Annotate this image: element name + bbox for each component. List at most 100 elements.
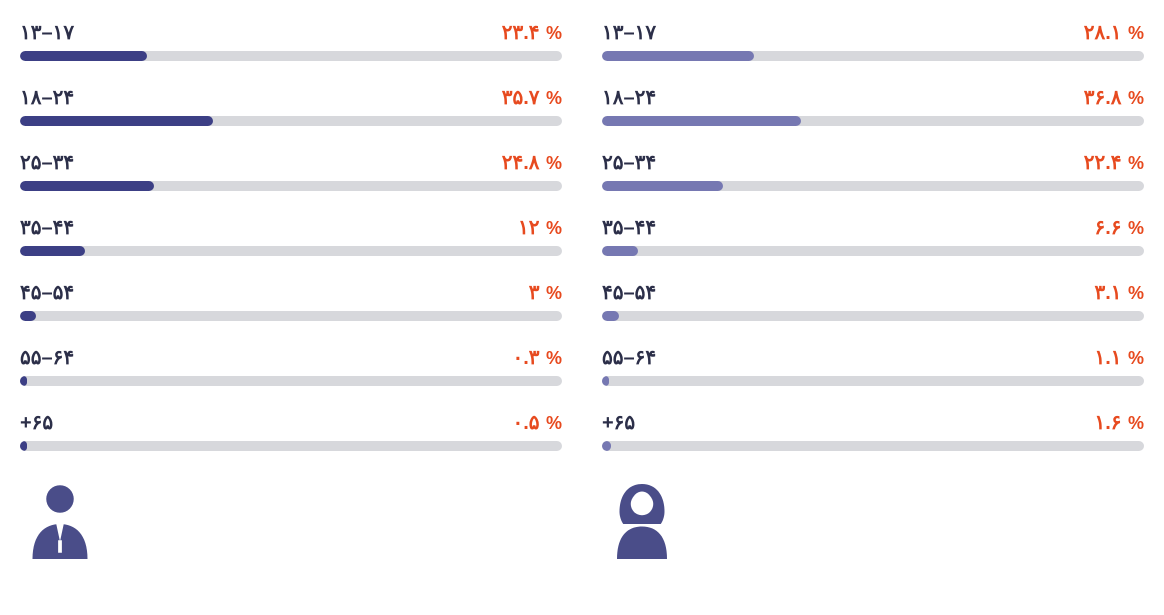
- pct-value: ۲۴.۸: [502, 152, 540, 174]
- pct-wrap: ۰.۵ %: [512, 410, 562, 435]
- age-label: ۵۵–۶۴: [602, 345, 656, 370]
- bar-track: [20, 311, 562, 321]
- pct-wrap: ۲۳.۴ %: [502, 20, 562, 45]
- bar-row: ۱۳–۱۷ ۲۳.۴ %: [20, 20, 562, 61]
- pct-wrap: ۳۵.۷ %: [502, 85, 562, 110]
- bar-fill: [602, 311, 619, 321]
- bar-fill: [20, 181, 154, 191]
- pct-wrap: ۶.۶ %: [1094, 215, 1144, 240]
- age-label: ۲۵–۳۴: [20, 150, 74, 175]
- pct-value: ۱.۶: [1094, 412, 1121, 434]
- pct-value: ۲۸.۱: [1084, 22, 1122, 44]
- bar-fill: [20, 376, 27, 386]
- age-label: ۵۵–۶۴: [20, 345, 74, 370]
- bar-fill: [20, 116, 213, 126]
- pct-wrap: ۳.۱ %: [1094, 280, 1144, 305]
- pct-suffix: %: [1128, 413, 1144, 433]
- pct-value: ۳.۱: [1094, 282, 1121, 304]
- bar-track: [20, 441, 562, 451]
- pct-wrap: ۰.۳ %: [512, 345, 562, 370]
- bar-track: [602, 181, 1144, 191]
- age-label: ۱۸–۲۴: [20, 85, 74, 110]
- bar-fill: [20, 51, 147, 61]
- pct-suffix: %: [546, 413, 562, 433]
- bar-track: [602, 51, 1144, 61]
- column-male: ۱۳–۱۷ ۲۳.۴ % ۱۸–۲۴ ۳۵.۷ %: [20, 20, 562, 564]
- age-label: +۶۵: [602, 410, 635, 435]
- bar-track: [602, 246, 1144, 256]
- pct-value: ۳۶.۸: [1084, 87, 1122, 109]
- pct-suffix: %: [1128, 88, 1144, 108]
- bar-track: [20, 181, 562, 191]
- bar-track: [602, 441, 1144, 451]
- pct-wrap: ۲۸.۱ %: [1084, 20, 1144, 45]
- bar-fill: [602, 441, 611, 451]
- woman-icon: [602, 479, 1144, 564]
- bar-row: ۱۳–۱۷ ۲۸.۱ %: [602, 20, 1144, 61]
- pct-suffix: %: [546, 88, 562, 108]
- age-label: ۲۵–۳۴: [602, 150, 656, 175]
- bar-track: [20, 376, 562, 386]
- bar-track: [602, 311, 1144, 321]
- bar-row: ۱۸–۲۴ ۳۶.۸ %: [602, 85, 1144, 126]
- bar-fill: [602, 246, 638, 256]
- pct-value: ۲۲.۴: [1084, 152, 1122, 174]
- bar-row: ۱۸–۲۴ ۳۵.۷ %: [20, 85, 562, 126]
- pct-value: ۰.۵: [512, 412, 539, 434]
- age-label: ۳۵–۴۴: [20, 215, 74, 240]
- bar-row: ۵۵–۶۴ ۱.۱ %: [602, 345, 1144, 386]
- pct-value: ۰.۳: [512, 347, 539, 369]
- column-female: ۱۳–۱۷ ۲۸.۱ % ۱۸–۲۴ ۳۶.۸ %: [602, 20, 1144, 564]
- bar-row: ۳۵–۴۴ ۶.۶ %: [602, 215, 1144, 256]
- bar-fill: [602, 51, 754, 61]
- pct-suffix: %: [546, 153, 562, 173]
- bar-track: [602, 116, 1144, 126]
- bar-track: [20, 51, 562, 61]
- pct-suffix: %: [1128, 283, 1144, 303]
- pct-wrap: ۳۶.۸ %: [1084, 85, 1144, 110]
- pct-suffix: %: [1128, 348, 1144, 368]
- pct-value: ۳: [529, 282, 540, 304]
- demographics-chart: ۱۳–۱۷ ۲۳.۴ % ۱۸–۲۴ ۳۵.۷ %: [20, 20, 1144, 564]
- age-label: ۱۳–۱۷: [20, 20, 74, 45]
- pct-suffix: %: [546, 23, 562, 43]
- pct-wrap: ۲۲.۴ %: [1084, 150, 1144, 175]
- pct-suffix: %: [546, 218, 562, 238]
- bar-fill: [20, 246, 85, 256]
- age-label: ۴۵–۵۴: [20, 280, 74, 305]
- pct-wrap: ۱.۱ %: [1094, 345, 1144, 370]
- pct-value: ۳۵.۷: [502, 87, 540, 109]
- pct-suffix: %: [1128, 153, 1144, 173]
- pct-wrap: ۱۲ %: [518, 215, 562, 240]
- age-label: ۱۳–۱۷: [602, 20, 656, 45]
- pct-value: ۶.۶: [1094, 217, 1121, 239]
- pct-value: ۱۲: [518, 217, 539, 239]
- bar-fill: [20, 311, 36, 321]
- pct-wrap: ۲۴.۸ %: [502, 150, 562, 175]
- pct-suffix: %: [1128, 23, 1144, 43]
- bar-fill: [602, 116, 801, 126]
- age-label: ۳۵–۴۴: [602, 215, 656, 240]
- pct-wrap: ۳ %: [529, 280, 562, 305]
- man-icon: [20, 479, 562, 564]
- pct-value: ۱.۱: [1094, 347, 1121, 369]
- bar-row: +۶۵ ۰.۵ %: [20, 410, 562, 451]
- age-label: ۱۸–۲۴: [602, 85, 656, 110]
- bar-row: ۲۵–۳۴ ۲۴.۸ %: [20, 150, 562, 191]
- bar-row: ۲۵–۳۴ ۲۲.۴ %: [602, 150, 1144, 191]
- bar-fill: [602, 376, 609, 386]
- pct-suffix: %: [546, 283, 562, 303]
- bar-row: ۳۵–۴۴ ۱۲ %: [20, 215, 562, 256]
- pct-wrap: ۱.۶ %: [1094, 410, 1144, 435]
- bar-row: ۵۵–۶۴ ۰.۳ %: [20, 345, 562, 386]
- bar-row: ۴۵–۵۴ ۳ %: [20, 280, 562, 321]
- pct-value: ۲۳.۴: [502, 22, 540, 44]
- pct-suffix: %: [546, 348, 562, 368]
- bar-track: [20, 246, 562, 256]
- bar-row: ۴۵–۵۴ ۳.۱ %: [602, 280, 1144, 321]
- bar-track: [20, 116, 562, 126]
- age-label: +۶۵: [20, 410, 53, 435]
- bar-track: [602, 376, 1144, 386]
- age-label: ۴۵–۵۴: [602, 280, 656, 305]
- bar-row: +۶۵ ۱.۶ %: [602, 410, 1144, 451]
